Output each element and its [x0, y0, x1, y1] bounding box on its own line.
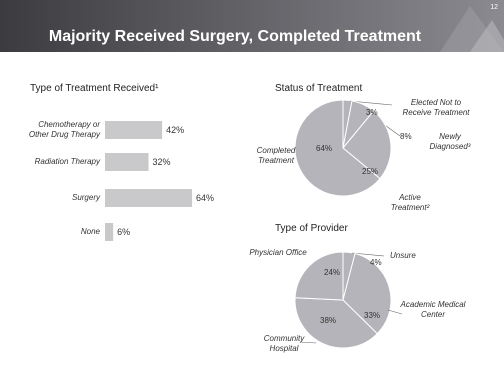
- chart-title: Type of Provider: [275, 223, 348, 234]
- value-label: 8%: [400, 132, 412, 141]
- category-label: Academic Medical Center: [400, 300, 466, 319]
- value-label: 6%: [117, 227, 131, 237]
- value-label: 24%: [324, 268, 341, 277]
- leader-line: [299, 341, 317, 344]
- bar: [105, 153, 149, 171]
- page-number: 12: [490, 4, 498, 11]
- value-label: 4%: [370, 258, 382, 267]
- category-label: Elected Not to Receive Treatment: [402, 98, 470, 117]
- category-label: Surgery: [71, 193, 100, 202]
- leader-line: [387, 309, 403, 315]
- category-label: Newly Diagnosed³: [429, 132, 471, 151]
- leader-line: [351, 252, 385, 257]
- category-label: Unsure: [390, 251, 416, 260]
- chart-title: Status of Treatment: [275, 83, 363, 94]
- pie-slice: [294, 99, 381, 197]
- logo-shape: [470, 20, 504, 52]
- value-label: 64%: [316, 144, 333, 153]
- category-label: Chemotherapy or Other Drug Therapy: [28, 120, 100, 139]
- pie-slice: [294, 251, 344, 301]
- value-label: 25%: [362, 167, 379, 176]
- category-label: Radiation Therapy: [34, 157, 100, 166]
- value-label: 33%: [364, 311, 381, 320]
- category-label: None: [80, 227, 100, 236]
- value-label: 3%: [366, 108, 378, 117]
- value-label: 64%: [196, 193, 215, 203]
- category-label: Completed Treatment: [256, 146, 296, 165]
- category-label: Active Treatment²: [390, 193, 430, 212]
- slide-title: Majority Received Surgery, Completed Tre…: [48, 28, 422, 45]
- pie-slice: [342, 110, 392, 180]
- header-band: [0, 0, 504, 52]
- bar: [105, 121, 163, 139]
- category-label: Physician Office: [249, 248, 307, 257]
- value-label: 32%: [152, 157, 171, 167]
- chart-title: Type of Treatment Received¹: [30, 83, 159, 94]
- category-label: Community Hospital: [263, 334, 305, 353]
- value-label: 38%: [320, 316, 337, 325]
- value-label: 42%: [166, 125, 185, 135]
- pie-slice: [294, 297, 378, 349]
- pie-slice: [342, 252, 392, 335]
- bar: [105, 223, 114, 241]
- bar: [105, 189, 193, 207]
